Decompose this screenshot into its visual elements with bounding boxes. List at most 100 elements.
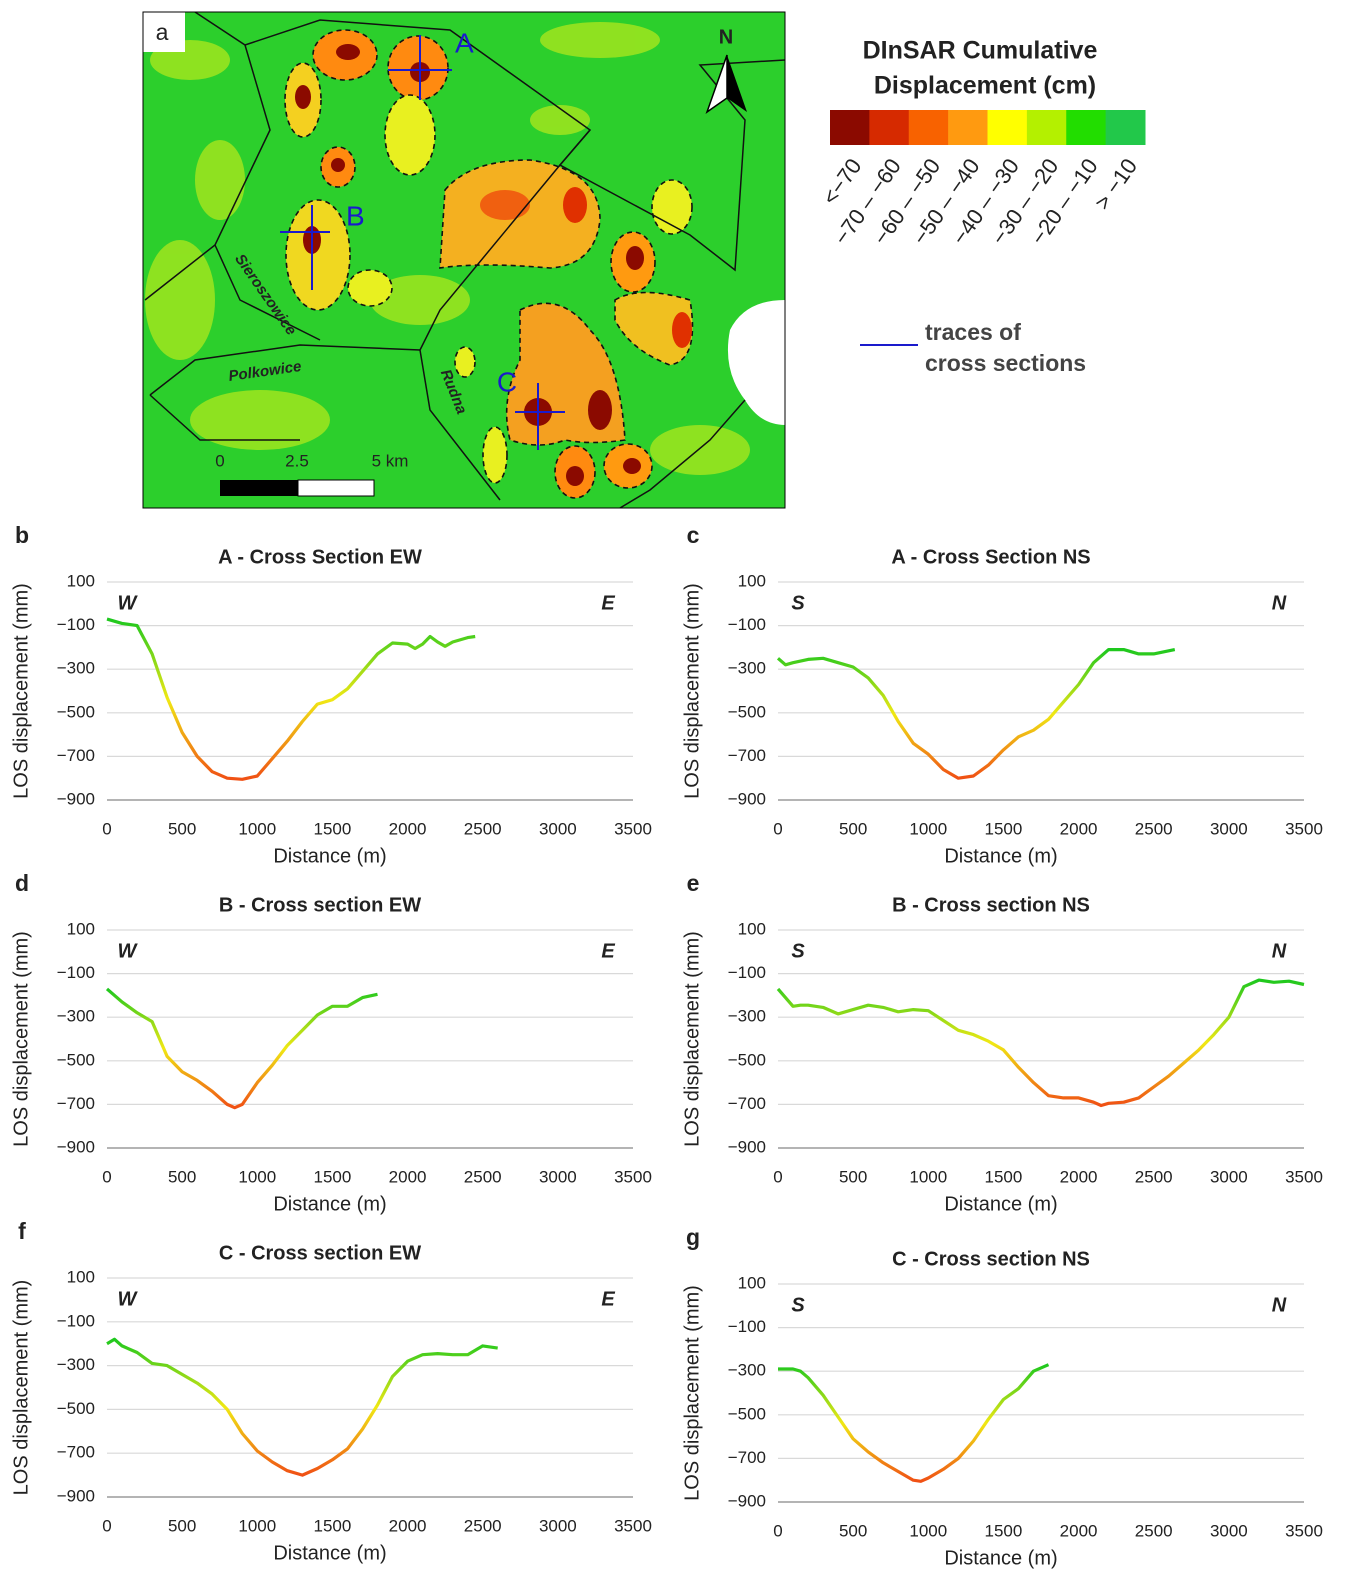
x-tick-label: 0 — [102, 1516, 111, 1535]
direction-label: W — [118, 592, 139, 614]
chart-title: B - Cross section NS — [892, 894, 1090, 916]
direction-label: S — [791, 592, 805, 614]
direction-label: N — [1272, 1294, 1287, 1316]
x-tick-label: 3500 — [614, 1167, 652, 1186]
y-tick-label: −700 — [728, 746, 766, 765]
legend-swatch — [988, 110, 1028, 145]
y-tick-label: 100 — [738, 571, 766, 590]
x-tick-label: 2500 — [464, 819, 502, 838]
x-tick-label: 500 — [168, 1167, 196, 1186]
y-tick-label: −700 — [57, 746, 95, 765]
x-axis-label: Distance (m) — [944, 1547, 1057, 1569]
panel-label: f — [18, 1218, 26, 1244]
site-label: B — [346, 200, 365, 231]
x-tick-label: 1000 — [909, 819, 947, 838]
legend-swatch — [869, 110, 909, 145]
y-tick-label: −300 — [57, 1355, 95, 1374]
legend-title: Displacement (cm) — [874, 72, 1096, 100]
x-tick-label: 2000 — [1060, 1167, 1098, 1186]
x-tick-label: 500 — [168, 1516, 196, 1535]
x-axis-label: Distance (m) — [273, 1193, 386, 1215]
x-tick-label: 2500 — [1135, 1521, 1173, 1540]
y-tick-label: −300 — [728, 1361, 766, 1380]
panel-label: e — [687, 870, 700, 896]
legend-class-label: > −10 — [1089, 154, 1142, 214]
x-tick-label: 3000 — [1210, 1521, 1248, 1540]
direction-label: N — [1272, 592, 1287, 614]
x-tick-label: 500 — [839, 819, 867, 838]
y-tick-label: −900 — [728, 789, 766, 808]
data-line — [778, 980, 1304, 1105]
y-tick-label: −700 — [57, 1094, 95, 1113]
x-tick-label: 1500 — [985, 1521, 1023, 1540]
y-tick-label: −500 — [728, 702, 766, 721]
y-tick-label: −900 — [57, 1137, 95, 1156]
x-tick-label: 2000 — [389, 1167, 427, 1186]
direction-label: W — [118, 1288, 139, 1310]
x-tick-label: 3500 — [1285, 1167, 1323, 1186]
trace-legend-label: traces of — [925, 319, 1021, 345]
y-tick-label: −100 — [57, 963, 95, 982]
direction-label: E — [601, 592, 615, 614]
data-line — [107, 989, 378, 1108]
y-tick-label: −300 — [57, 1007, 95, 1026]
y-tick-label: −500 — [57, 1399, 95, 1418]
x-tick-label: 0 — [102, 819, 111, 838]
legend-swatch — [909, 110, 949, 145]
y-tick-label: −900 — [57, 1486, 95, 1505]
y-tick-label: 100 — [67, 571, 95, 590]
scale-label: 0 — [215, 451, 224, 470]
y-tick-label: −300 — [728, 1007, 766, 1026]
chart-title: B - Cross section EW — [219, 894, 421, 916]
site-label: A — [455, 27, 474, 58]
x-axis-label: Distance (m) — [944, 1193, 1057, 1215]
x-axis-label: Distance (m) — [273, 1542, 386, 1564]
scale-label: 2.5 — [285, 451, 309, 470]
panel-label: a — [156, 19, 169, 45]
x-tick-label: 3000 — [1210, 1167, 1248, 1186]
y-tick-label: 100 — [67, 919, 95, 938]
direction-label: E — [601, 1288, 615, 1310]
x-tick-label: 2000 — [1060, 819, 1098, 838]
trace-legend-label: cross sections — [925, 350, 1086, 376]
legend-title: DInSAR Cumulative — [863, 37, 1098, 65]
legend-swatch — [948, 110, 988, 145]
legend-swatch — [830, 110, 870, 145]
direction-label: E — [601, 940, 615, 962]
y-tick-label: −300 — [57, 659, 95, 678]
x-tick-label: 3000 — [539, 1516, 577, 1535]
x-tick-label: 2500 — [1135, 1167, 1173, 1186]
x-tick-label: 500 — [839, 1167, 867, 1186]
y-tick-label: 100 — [738, 919, 766, 938]
x-tick-label: 1500 — [985, 819, 1023, 838]
data-line — [107, 1339, 498, 1475]
panel-label: c — [687, 522, 700, 548]
y-tick-label: −100 — [728, 963, 766, 982]
y-axis-label: LOS displacement (mm) — [681, 1285, 703, 1501]
chart-title: C - Cross section NS — [892, 1248, 1090, 1270]
chart-title: A - Cross Section EW — [218, 546, 422, 568]
y-tick-label: 100 — [738, 1273, 766, 1292]
site-label: C — [497, 366, 517, 397]
figure: a A B C Sieroszowice Polkowice Rudna 0 2… — [0, 0, 1370, 1589]
y-tick-label: −500 — [728, 1404, 766, 1423]
x-axis-label: Distance (m) — [273, 845, 386, 867]
y-tick-label: −100 — [57, 615, 95, 634]
x-axis-label: Distance (m) — [944, 845, 1057, 867]
direction-label: S — [791, 940, 805, 962]
y-tick-label: −700 — [728, 1094, 766, 1113]
x-tick-label: 1500 — [314, 1167, 352, 1186]
scale-bar — [298, 480, 374, 496]
scale-bar — [220, 480, 298, 496]
x-tick-label: 0 — [102, 1167, 111, 1186]
y-tick-label: −900 — [728, 1491, 766, 1510]
x-tick-label: 2500 — [1135, 819, 1173, 838]
chart-title: C - Cross section EW — [219, 1242, 421, 1264]
y-tick-label: −900 — [728, 1137, 766, 1156]
x-tick-label: 1000 — [238, 819, 276, 838]
x-tick-label: 1000 — [238, 1516, 276, 1535]
data-line — [107, 619, 475, 779]
x-tick-label: 3000 — [539, 1167, 577, 1186]
y-axis-label: LOS displacement (mm) — [681, 583, 703, 799]
panel-label: d — [15, 870, 29, 896]
